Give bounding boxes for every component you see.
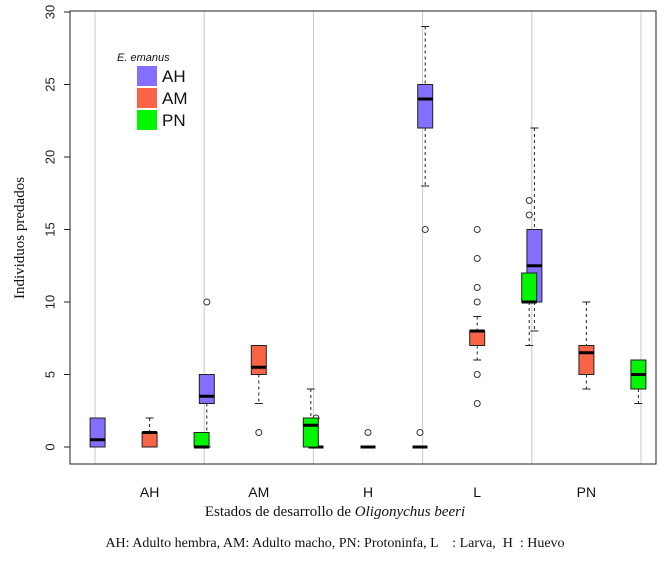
outlier-point (421, 226, 429, 233)
box-PN-AM (302, 388, 319, 448)
legend-label: AH (162, 67, 186, 86)
box-body (302, 417, 319, 448)
legend-swatch (137, 88, 157, 108)
legend-title: E. emanus (117, 52, 170, 64)
x-tick-label: PN (577, 484, 596, 500)
box-PN-PN (630, 359, 647, 404)
outlier-point (416, 429, 424, 436)
box-body (469, 330, 486, 346)
outlier-point (473, 298, 481, 306)
box-PN-AH (193, 432, 210, 449)
outlier-point (525, 197, 533, 204)
box-body (89, 417, 106, 448)
outlier-point (203, 298, 211, 306)
x-tick-label: AH (140, 484, 159, 500)
y-tick-label: 20 (43, 150, 58, 164)
y-tick-label: 0 (43, 443, 58, 450)
box-PN-L (521, 197, 538, 346)
box-body (578, 345, 595, 375)
box-AM-L (469, 226, 486, 407)
outlier-point (364, 429, 372, 436)
x-tick-label: H (363, 484, 373, 500)
box-body (193, 432, 210, 448)
plot-frame (69, 10, 657, 465)
y-axis: 0 5 10 15 20 25 30 (43, 5, 70, 451)
box-AM-H (360, 429, 376, 449)
outlier-point (473, 284, 481, 291)
box-AH-L (417, 26, 434, 233)
box-AH-AH (89, 417, 106, 448)
y-tick-label: 30 (43, 5, 58, 19)
outlier-point (473, 255, 481, 262)
box-body (141, 432, 158, 448)
y-tick-label: 5 (43, 371, 58, 378)
box-PN-H (412, 429, 428, 449)
y-axis-label: Individuos predados (12, 177, 28, 299)
y-tick-label: 10 (43, 295, 58, 309)
legend-swatch (137, 66, 157, 86)
abbreviation-footnote: AH: Adulto hembra, AM: Adulto macho, PN:… (105, 536, 565, 551)
box-body (198, 374, 215, 404)
boxplot-series (89, 26, 647, 449)
outlier-point (525, 211, 533, 219)
legend-label: PN (162, 111, 186, 130)
box-body (417, 84, 434, 129)
box-AM-AM (250, 345, 267, 436)
x-axis: AH AM H L PN (140, 484, 596, 500)
outlier-point (255, 429, 263, 436)
box-AM-AH (141, 417, 158, 448)
outlier-point (473, 226, 481, 233)
x-tick-label: AM (248, 484, 269, 500)
box-AM-PN (578, 301, 595, 390)
legend-swatch (137, 110, 157, 130)
box-body (250, 345, 267, 375)
x-tick-label: L (473, 484, 481, 500)
legend: E. emanus AH AM PN (117, 52, 188, 130)
outlier-point (473, 400, 481, 407)
outlier-point (473, 371, 481, 378)
legend-label: AM (162, 89, 188, 108)
x-axis-label: Estados de desarrollo de Oligonychus bee… (0, 504, 670, 521)
box-body (521, 272, 538, 303)
boxplot-chart: 0 5 10 15 20 25 30 AH AM H L PN Individuos predado… (12, 5, 657, 500)
x-axis-label-species: Oligonychus beeri (354, 504, 466, 520)
y-tick-label: 15 (43, 222, 58, 236)
box-AH-AM (198, 298, 215, 448)
y-tick-label: 25 (43, 77, 58, 91)
x-axis-label-text: Estados de desarrollo de (204, 504, 352, 520)
